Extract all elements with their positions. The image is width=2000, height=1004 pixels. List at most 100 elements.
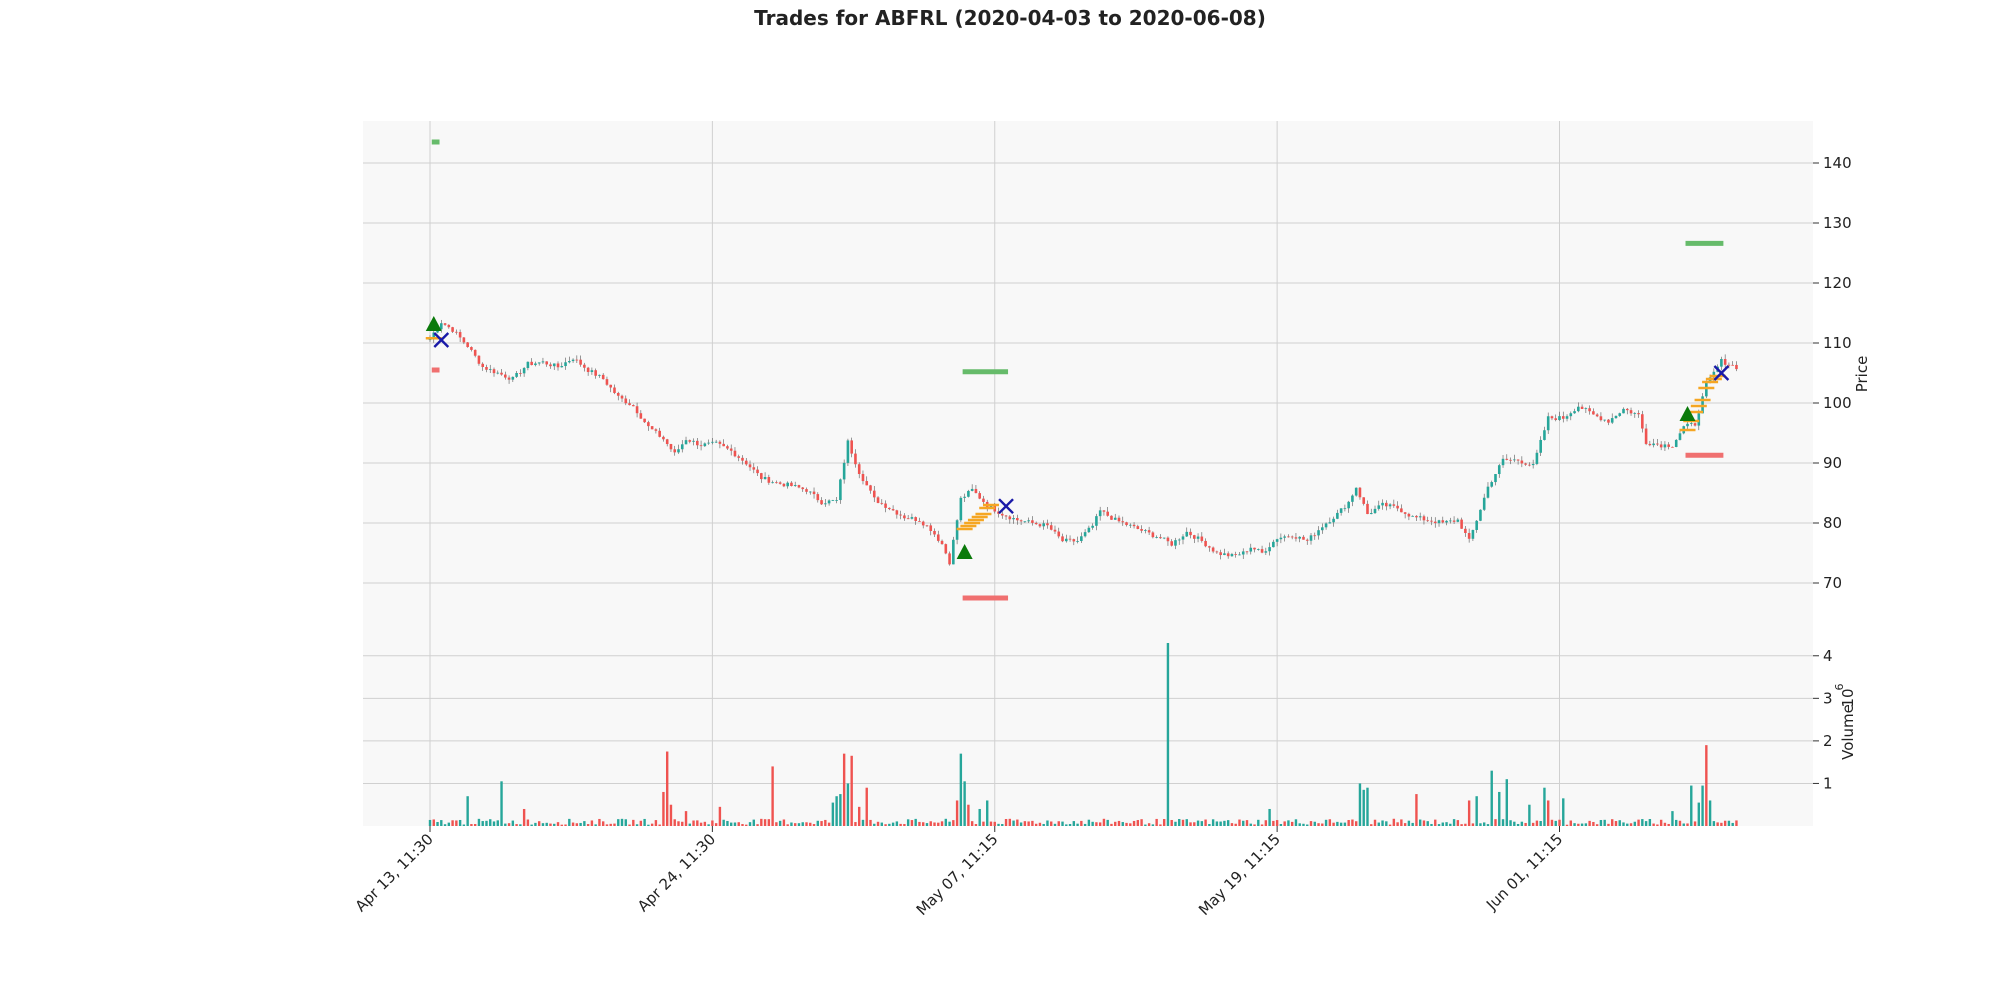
volume-bar: [1686, 823, 1689, 826]
volume-bar: [673, 819, 676, 826]
volume-bar: [635, 824, 639, 826]
volume-bar: [1516, 823, 1520, 826]
candle-body: [1388, 504, 1392, 507]
volume-bar: [1659, 819, 1663, 826]
volume-bar: [1373, 819, 1377, 826]
volume-bar: [1400, 819, 1403, 826]
candle-body: [1095, 516, 1098, 526]
volume-bar: [1377, 822, 1380, 826]
candle-body: [1264, 551, 1268, 553]
exit-marker: [998, 498, 1014, 515]
candle-body: [684, 440, 688, 445]
volume-bar: [541, 823, 545, 826]
volume-bar: [617, 819, 620, 826]
volume-bar: [1016, 819, 1019, 826]
candle-body: [1174, 540, 1177, 546]
volume-bar: [489, 819, 492, 826]
volume-bar: [1004, 818, 1008, 826]
volume-bar: [669, 804, 673, 826]
candle-body: [1019, 520, 1023, 522]
candle-body: [1012, 518, 1015, 520]
candle-body: [696, 440, 699, 446]
candle-body: [1000, 513, 1004, 516]
volume-bar: [805, 822, 808, 826]
volume-bar: [1554, 820, 1557, 826]
volume-bar: [696, 820, 699, 826]
volume-bar: [1159, 824, 1162, 826]
volume-bar: [1193, 822, 1196, 826]
candle-body: [1656, 443, 1659, 445]
candle-body: [1298, 536, 1302, 539]
volume-bar: [1181, 819, 1185, 826]
candle-body: [933, 530, 936, 535]
candle-body: [583, 364, 586, 368]
price-tick-label: 120: [1823, 274, 1852, 292]
candle-body: [432, 332, 436, 339]
candle-body: [1170, 541, 1174, 546]
volume-bar: [1501, 819, 1505, 826]
candle-body: [1592, 411, 1595, 415]
candle-body: [1204, 540, 1207, 547]
volume-bar: [1385, 821, 1388, 826]
volume-panel-background: [363, 625, 1813, 826]
volume-bar: [1486, 824, 1490, 826]
candle-body: [1460, 519, 1463, 529]
volume-bar: [1580, 823, 1584, 826]
volume-bar: [1422, 820, 1426, 826]
volume-bar: [778, 820, 782, 826]
volume-bar: [530, 824, 533, 826]
candle-body: [473, 349, 477, 356]
candle-body: [786, 482, 789, 487]
volume-bar: [801, 822, 804, 826]
volume-bar: [763, 819, 767, 826]
volume-bar: [1034, 823, 1038, 826]
candle-body: [1569, 413, 1573, 417]
candle-body: [1166, 537, 1170, 542]
volume-bar: [906, 819, 910, 826]
volume-bar: [624, 819, 627, 826]
candle-body: [895, 510, 899, 515]
candle-body: [560, 366, 564, 368]
volume-bar: [1155, 818, 1158, 826]
candle-body: [1403, 512, 1407, 514]
volume-bar: [1298, 823, 1301, 826]
volume-bar: [1675, 819, 1678, 826]
volume-bar: [1415, 794, 1418, 826]
candle-body: [752, 467, 756, 470]
candle-body: [1467, 532, 1471, 539]
volume-bar: [850, 755, 853, 826]
volume-bar: [1498, 791, 1501, 826]
candle-body: [1208, 546, 1211, 548]
candle-body: [1400, 508, 1403, 513]
candle-body: [952, 539, 955, 565]
volume-bar: [760, 818, 763, 826]
candle-body: [1577, 406, 1580, 412]
candle-body: [692, 440, 695, 442]
volume-bar: [1362, 789, 1365, 826]
candle-body: [443, 323, 447, 325]
volume-bar: [1456, 820, 1460, 826]
volume-bar: [1275, 820, 1279, 826]
volume-bar: [688, 823, 691, 826]
candle-body: [1106, 511, 1109, 516]
candle-body: [1351, 495, 1354, 502]
candle-body: [519, 372, 522, 374]
candle-body: [571, 359, 575, 362]
volume-bar: [1061, 821, 1064, 826]
volume-bar: [1437, 824, 1441, 826]
volume-bar: [1584, 823, 1588, 826]
volume-bar: [1641, 819, 1644, 826]
volume-bar: [1260, 824, 1264, 826]
volume-bar: [549, 823, 552, 826]
candle-body: [918, 520, 921, 522]
buy-marker: [1679, 406, 1696, 421]
candle-body: [842, 462, 846, 480]
candle-body: [718, 441, 722, 444]
volume-bar: [436, 822, 439, 826]
volume-bar: [1690, 785, 1693, 826]
volume-bar: [1656, 824, 1659, 826]
candle-body: [1479, 509, 1482, 521]
candle-body: [688, 440, 692, 442]
